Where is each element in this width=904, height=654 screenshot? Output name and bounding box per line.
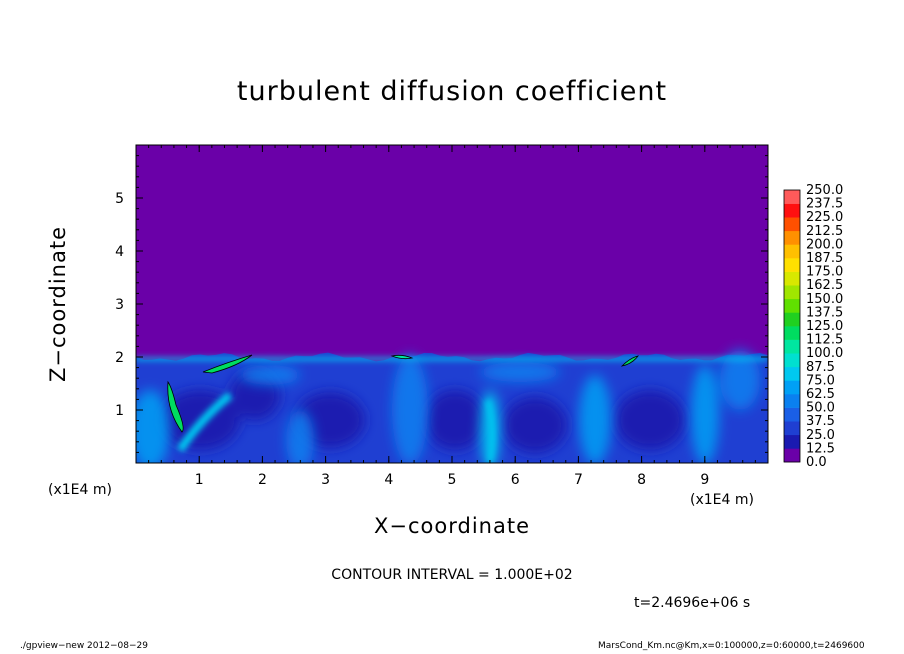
colorbar-label: 250.0 (806, 183, 843, 198)
x-axis: 1 2 3 4 5 6 7 8 9 (148, 145, 769, 488)
colorbar-label: 25.0 (806, 428, 835, 443)
colorbar-swatch (784, 217, 800, 232)
y-unit-label: (x1E4 m) (48, 482, 112, 498)
x-tick-label: 9 (700, 472, 709, 488)
colorbar-label: 0.0 (806, 455, 827, 470)
colorbar-swatch (784, 394, 800, 408)
colorbar-swatch (784, 312, 800, 327)
x-tick-label: 1 (195, 472, 204, 488)
colorbar-swatch (784, 407, 800, 422)
colorbar-label: 12.5 (806, 441, 835, 456)
x-unit-label: (x1E4 m) (690, 492, 754, 508)
colorbar-swatch (784, 366, 800, 381)
colorbar-frame (783, 189, 801, 463)
colorbar-swatch (784, 271, 800, 286)
colorbar-swatch (784, 448, 800, 463)
colorbar-label: 125.0 (806, 319, 843, 334)
colorbar-swatch (784, 326, 800, 340)
colorbar-label: 75.0 (806, 373, 835, 388)
x-tick-label: 6 (511, 472, 520, 488)
colorbar-label: 62.5 (806, 387, 835, 402)
contour-interval: CONTOUR INTERVAL = 1.000E+02 (331, 567, 573, 583)
chart-title: turbulent diffusion coefficient (236, 76, 668, 107)
x-tick-label: 7 (574, 472, 583, 488)
y-tick-label: 3 (115, 297, 124, 313)
y-tick-label: 1 (115, 403, 124, 419)
heatmap-field (136, 145, 768, 463)
x-tick-label: 5 (448, 472, 457, 488)
contour-blobs (167, 354, 639, 433)
colorbar-label: 225.0 (806, 210, 843, 225)
colorbar-swatch (784, 380, 800, 395)
colorbar-label: 112.5 (806, 333, 843, 348)
colorbar-label: 187.5 (806, 251, 843, 266)
colorbar-swatch (784, 434, 800, 449)
x-axis-title: X−coordinate (374, 514, 530, 538)
plumes (136, 350, 760, 463)
colorbar-label: 100.0 (806, 346, 843, 361)
colorbar-label: 87.5 (806, 360, 835, 375)
colorbar-swatch (784, 285, 800, 300)
colorbar-swatch (784, 244, 800, 259)
x-tick-label: 2 (258, 472, 267, 488)
colorbar-swatch (784, 258, 800, 272)
time-label: t=2.4696e+06 s (634, 595, 751, 611)
colorbar-swatch (784, 421, 800, 436)
colorbar-swatch (784, 203, 800, 218)
y-tick-label: 4 (115, 244, 124, 260)
colorbar-label: 37.5 (806, 414, 835, 429)
colorbar: 0.012.525.037.550.062.575.087.5100.0112.… (783, 183, 843, 470)
x-tick-label: 3 (321, 472, 330, 488)
colorbar-swatch (784, 298, 800, 313)
footer-left: ./gpview−new 2012−08−29 (20, 641, 148, 651)
y-tick-label: 2 (115, 350, 124, 366)
x-tick-label: 4 (384, 472, 393, 488)
colorbar-label: 212.5 (806, 224, 843, 239)
colorbar-label: 175.0 (806, 265, 843, 280)
colorbar-swatch (784, 353, 800, 368)
colorbar-label: 237.5 (806, 197, 843, 212)
footer-right: MarsCond_Km.nc@Km,x=0:100000,z=0:60000,t… (598, 641, 865, 651)
y-axis: 1 2 3 4 5 (115, 155, 768, 453)
colorbar-swatch (784, 190, 800, 204)
colorbar-swatch (784, 230, 800, 245)
colorbar-label: 50.0 (806, 401, 835, 416)
colorbar-label: 150.0 (806, 292, 843, 307)
colorbar-label: 162.5 (806, 278, 843, 293)
x-tick-label: 8 (637, 472, 646, 488)
colorbar-swatch (784, 339, 800, 354)
colorbar-label: 137.5 (806, 305, 843, 320)
colorbar-label: 200.0 (806, 237, 843, 252)
y-axis-title: Z−coordinate (46, 226, 70, 382)
y-tick-label: 5 (115, 191, 124, 207)
